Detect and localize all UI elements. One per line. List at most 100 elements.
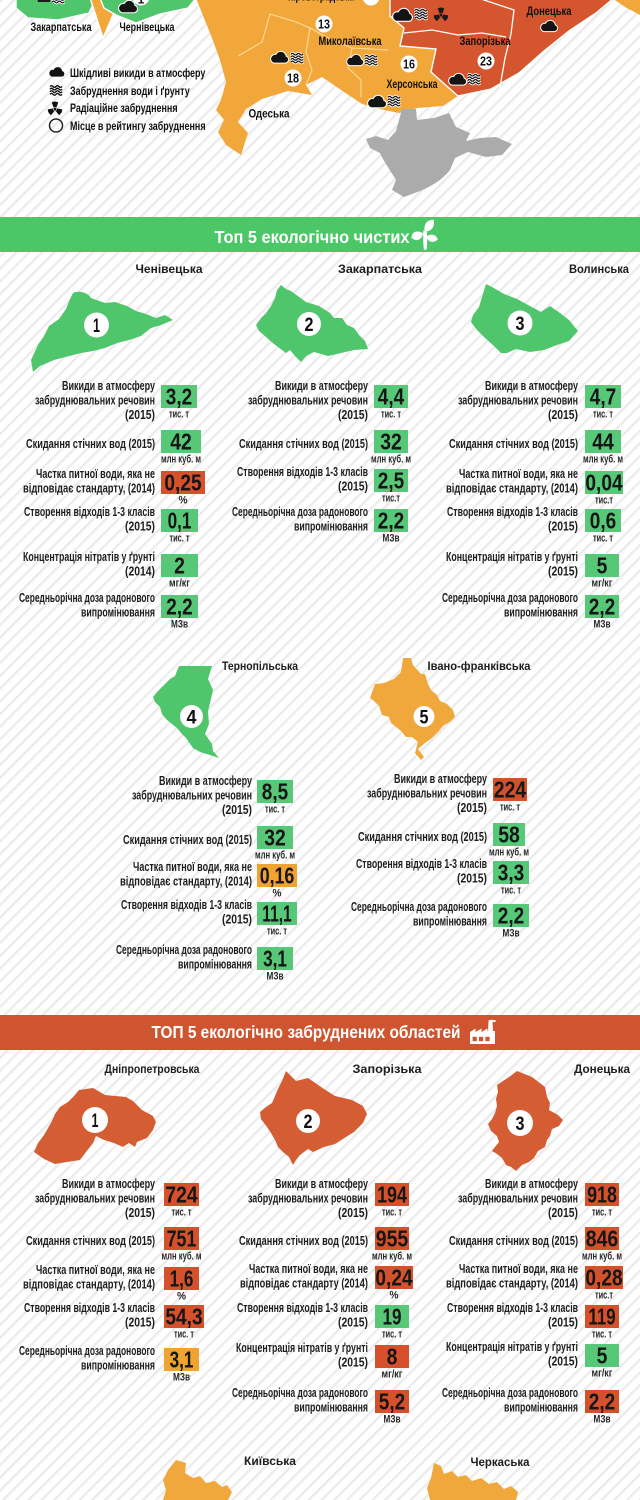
svg-text:(2015): (2015) [548, 408, 578, 422]
svg-text:тис. т: тис. т [382, 1329, 402, 1341]
svg-text:відповідає стандарту (2014): відповідає стандарту (2014) [240, 1277, 368, 1291]
svg-text:Одеська: Одеська [249, 109, 291, 121]
svg-text:МЗв: МЗв [171, 619, 188, 631]
svg-text:11,1: 11,1 [262, 901, 291, 927]
svg-text:тис. т: тис. т [500, 802, 520, 814]
svg-text:(2015): (2015) [125, 1206, 155, 1220]
svg-text:58: 58 [498, 822, 520, 848]
svg-text:забруднювальних речовин: забруднювальних речовин [367, 787, 487, 801]
svg-text:2: 2 [304, 1112, 313, 1133]
svg-text:Створення відходів 1-3 класів: Створення відходів 1-3 класів [356, 857, 487, 871]
svg-text:МЗв: МЗв [383, 533, 400, 545]
svg-text:тис. т: тис. т [592, 1207, 612, 1219]
svg-text:19: 19 [383, 1304, 402, 1330]
svg-text:Створення відходів 1-3 класів: Створення відходів 1-3 класів [237, 465, 368, 479]
svg-text:751: 751 [167, 1226, 197, 1252]
svg-text:13: 13 [318, 18, 330, 32]
svg-text:2,2: 2,2 [589, 1389, 615, 1415]
svg-text:Середньорічна доза радонового: Середньорічна доза радонового [116, 943, 252, 957]
svg-text:Донецька: Донецька [574, 1062, 630, 1076]
svg-text:44: 44 [592, 429, 614, 455]
svg-text:Частка питної води, яка не: Частка питної води, яка не [36, 1263, 155, 1277]
svg-text:Дніпропетровська: Дніпропетровська [105, 1062, 200, 1076]
svg-text:тис. т: тис. т [265, 804, 285, 816]
svg-text:Викиди в атмосферу: Викиди в атмосферу [275, 379, 368, 393]
svg-text:8,5: 8,5 [262, 779, 288, 805]
svg-text:955: 955 [376, 1226, 408, 1252]
svg-text:5,2: 5,2 [379, 1389, 405, 1415]
svg-text:млн куб. м: млн куб. м [162, 1251, 202, 1263]
svg-text:тис. т: тис. т [593, 533, 613, 545]
svg-text:2: 2 [305, 315, 314, 336]
svg-text:Черкаська: Черкаська [471, 1455, 530, 1469]
svg-text:Концентрація нітратів у ґрунті: Концентрація нітратів у ґрунті [236, 1341, 368, 1355]
svg-text:забруднювальних речовин: забруднювальних речовин [458, 1192, 578, 1206]
svg-text:Тернопільська: Тернопільська [222, 659, 298, 673]
svg-text:тис. т: тис. т [381, 409, 401, 421]
svg-text:2: 2 [174, 553, 185, 579]
svg-text:(2014): (2014) [125, 565, 155, 579]
svg-text:3,1: 3,1 [170, 1347, 194, 1373]
svg-text:Топ 5 екологічно чистих: Топ 5 екологічно чистих [215, 227, 410, 247]
svg-text:випромінювання: випромінювання [294, 1401, 368, 1415]
svg-text:16: 16 [403, 58, 415, 72]
svg-text:Середньорічна доза радонового: Середньорічна доза радонового [232, 1386, 368, 1400]
svg-text:мг/кг: мг/кг [592, 1368, 613, 1380]
svg-text:Миколаївська: Миколаївська [319, 36, 382, 48]
svg-text:23: 23 [480, 55, 492, 69]
svg-text:забруднювальних речовин: забруднювальних речовин [458, 394, 578, 408]
svg-text:Частка питної води, яка не: Частка питної води, яка не [459, 467, 578, 481]
svg-text:Закарпатська: Закарпатська [338, 262, 422, 276]
svg-text:918: 918 [587, 1182, 617, 1208]
svg-text:0,16: 0,16 [260, 863, 295, 889]
svg-text:Викиди в атмосферу: Викиди в атмосферу [62, 1177, 155, 1191]
svg-text:%: % [390, 1290, 399, 1302]
svg-text:Ченівецька: Ченівецька [136, 262, 203, 276]
svg-text:відповідає стандарту, (2014): відповідає стандарту, (2014) [446, 482, 578, 496]
svg-text:тис. т: тис. т [174, 1329, 194, 1341]
svg-text:3,1: 3,1 [263, 946, 287, 972]
svg-text:Середньорічна доза радонового: Середньорічна доза радонового [19, 591, 155, 605]
svg-text:5: 5 [597, 1343, 608, 1369]
svg-text:2,2: 2,2 [589, 594, 615, 620]
svg-text:5: 5 [597, 553, 608, 579]
svg-text:Запорізька: Запорізька [353, 1062, 422, 1076]
svg-text:(2015): (2015) [548, 1316, 578, 1330]
svg-text:МЗв: МЗв [173, 1372, 190, 1384]
svg-text:Середньорічна доза радонового: Середньорічна доза радонового [19, 1344, 155, 1358]
svg-text:Створення відходів 1-3 класів: Створення відходів 1-3 класів [121, 898, 252, 912]
svg-text:(2015): (2015) [338, 1206, 368, 1220]
svg-text:(2015): (2015) [338, 1316, 368, 1330]
svg-text:млн куб. м: млн куб. м [371, 454, 411, 466]
svg-text:Викиди в атмосферу: Викиди в атмосферу [159, 774, 252, 788]
svg-text:тис. т: тис. т [592, 1329, 612, 1341]
svg-text:4,7: 4,7 [590, 384, 616, 410]
svg-text:1: 1 [138, 0, 145, 7]
svg-text:1,6: 1,6 [170, 1266, 194, 1292]
svg-text:випромінювання: випромінювання [81, 1359, 155, 1373]
svg-text:Викиди в атмосферу: Викиди в атмосферу [62, 379, 155, 393]
svg-text:забруднювальних речовин: забруднювальних речовин [132, 789, 252, 803]
svg-text:0,25: 0,25 [164, 470, 201, 496]
svg-text:(2015): (2015) [125, 408, 155, 422]
svg-text:тис.т: тис.т [595, 1290, 613, 1302]
svg-text:8: 8 [387, 1344, 398, 1370]
svg-text:0,04: 0,04 [585, 470, 622, 496]
svg-text:відповідає стандарту, (2014): відповідає стандарту, (2014) [23, 1278, 155, 1292]
svg-text:Скидання стічних вод (2015): Скидання стічних вод (2015) [239, 1234, 368, 1248]
svg-text:18: 18 [287, 72, 299, 86]
svg-text:Частка питної води, яка не: Частка питної води, яка не [249, 1262, 368, 1276]
svg-text:Волинська: Волинська [569, 262, 629, 276]
svg-text:(2015): (2015) [125, 520, 155, 534]
svg-text:МЗв: МЗв [594, 619, 611, 631]
svg-text:(2015): (2015) [457, 801, 487, 815]
svg-text:забруднювальних речовин: забруднювальних речовин [248, 1192, 368, 1206]
svg-text:млн куб. м: млн куб. м [372, 1251, 412, 1263]
svg-text:Середньорічна доза радонового: Середньорічна доза радонового [442, 591, 578, 605]
svg-text:Кіровоградська: Кіровоградська [288, 0, 354, 4]
svg-text:МЗв: МЗв [267, 971, 284, 983]
svg-text:Викиди в атмосферу: Викиди в атмосферу [275, 1177, 368, 1191]
svg-text:224: 224 [494, 777, 526, 803]
svg-text:119: 119 [588, 1304, 615, 1330]
svg-text:(2015): (2015) [548, 1206, 578, 1220]
